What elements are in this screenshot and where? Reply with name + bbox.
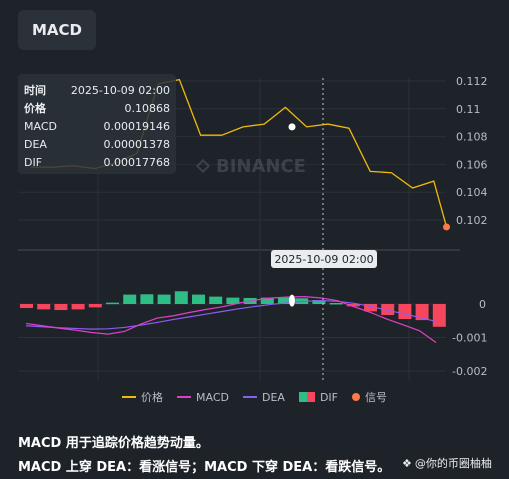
tooltip-value: 0.00001378 — [103, 137, 170, 151]
histogram-bar — [192, 294, 205, 304]
macd-highlight-point — [289, 294, 295, 307]
histogram-bar — [415, 304, 429, 321]
credit-text: @你的币圈柚柚 — [414, 457, 492, 470]
histogram-bar — [260, 297, 274, 304]
histogram-bar — [329, 302, 343, 305]
macd-tick-label: 0 — [479, 298, 486, 311]
legend-line-swatch — [122, 396, 136, 398]
macd-axis: 0 -0.001 -0.002 — [452, 298, 487, 378]
tooltip-value: 0.00019146 — [103, 119, 170, 133]
legend-item-signal[interactable]: 信号 — [351, 389, 387, 405]
crosshair-time-label: 2025-10-09 02:00 — [271, 250, 377, 268]
legend-up-swatch — [298, 392, 307, 402]
price-highlight-point — [288, 123, 296, 131]
price-tick-label: 0.104 — [456, 186, 488, 199]
legend-item-macd[interactable]: MACD — [177, 391, 229, 404]
histogram-bar — [88, 304, 102, 308]
tooltip-row-price: 价格 0.10868 — [24, 100, 170, 116]
macd-tick-label: -0.001 — [452, 332, 487, 345]
histogram-bar — [278, 297, 291, 304]
tooltip-key: DIF — [24, 155, 43, 169]
legend-label: DEA — [261, 390, 285, 404]
legend-line-swatch — [242, 396, 257, 398]
watermark-text: BINANCE — [216, 156, 306, 177]
legend-item-dif[interactable]: DIF — [298, 390, 338, 404]
legend-item-dea[interactable]: DEA — [242, 390, 285, 404]
diamond-icon: ❖ — [402, 456, 412, 470]
description-line-1: MACD 用于追踪价格趋势动量。 — [18, 436, 209, 451]
price-tick-label: 0.106 — [456, 158, 488, 171]
tooltip-value: 0.10868 — [124, 101, 171, 115]
histogram-bar — [54, 304, 68, 311]
price-tick-label: 0.112 — [456, 75, 488, 88]
legend-label: MACD — [196, 390, 229, 404]
tooltip-row-dif: DIF 0.00017768 — [24, 154, 170, 170]
tooltip-key: MACD — [24, 119, 57, 133]
macd-chart: BINANCE 0.112 0.11 0.108 0.106 0.104 0.102 0 -… — [18, 75, 488, 380]
histogram-bar — [140, 294, 154, 304]
dea-line — [25, 300, 437, 330]
markers — [288, 123, 451, 307]
signal-point — [443, 223, 451, 231]
crosshair-tooltip: 时间 2025-10-09 02:00 价格 0.10868 MACD 0.00019… — [18, 74, 176, 174]
histogram-bar — [209, 296, 223, 304]
histogram-bar — [346, 304, 360, 307]
histogram-bar — [312, 299, 326, 304]
tooltip-value: 0.00017768 — [103, 155, 170, 169]
price-tick-label: 0.11 — [456, 103, 481, 116]
histogram-bar — [71, 304, 85, 310]
tooltip-row-dea: DEA 0.00001378 — [24, 136, 170, 152]
price-tick-label: 0.102 — [456, 214, 488, 227]
binance-watermark: BINANCE — [195, 156, 306, 177]
histogram-bar — [37, 304, 51, 310]
histogram-bar — [123, 294, 137, 304]
chart-legend: 价格 MACD DEA DIF 信号 — [0, 388, 509, 406]
legend-line-swatch — [177, 396, 191, 398]
legend-label: 价格 — [141, 391, 163, 404]
histogram-bar — [398, 304, 412, 320]
author-credit: ❖ @你的币圈柚柚 — [402, 455, 492, 471]
histogram-bar — [20, 304, 33, 309]
histogram-bar — [432, 304, 446, 327]
histogram-bar — [226, 297, 240, 304]
tooltip-key: 时间 — [24, 84, 46, 97]
histogram-bar — [157, 294, 171, 304]
tooltip-value: 2025-10-09 02:00 — [70, 83, 170, 97]
description-line-2: MACD 上穿 DEA：看涨信号；MACD 下穿 DEA：看跌信号。 — [18, 460, 391, 475]
tooltip-key: 价格 — [24, 102, 46, 115]
tooltip-row-time: 时间 2025-10-09 02:00 — [24, 82, 170, 98]
histogram-bar — [106, 302, 119, 305]
tab-macd[interactable]: MACD — [18, 10, 96, 50]
tooltip-key: DEA — [24, 137, 47, 151]
macd-line — [25, 296, 437, 344]
histogram-bar — [364, 304, 377, 312]
price-axis: 0.112 0.11 0.108 0.106 0.104 0.102 — [456, 75, 488, 227]
tooltip-row-macd: MACD 0.00019146 — [24, 118, 170, 134]
legend-down-swatch — [306, 392, 315, 402]
legend-label: DIF — [319, 390, 338, 404]
legend-item-price[interactable]: 价格 — [122, 389, 163, 405]
histogram-bar — [174, 291, 188, 304]
legend-label: 信号 — [364, 391, 387, 404]
price-tick-label: 0.108 — [456, 131, 488, 144]
legend-dot-swatch — [351, 393, 360, 401]
macd-tick-label: -0.002 — [452, 365, 487, 378]
histogram-bar — [381, 304, 395, 316]
